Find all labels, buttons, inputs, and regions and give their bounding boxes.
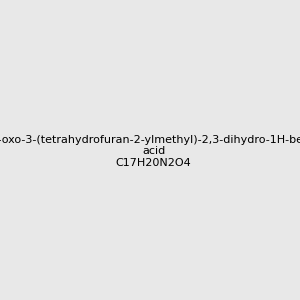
Text: 1-(cyclopropylmethyl)-2-oxo-3-(tetrahydrofuran-2-ylmethyl)-2,3-dihydro-1H-benzim: 1-(cyclopropylmethyl)-2-oxo-3-(tetrahydr… bbox=[0, 135, 300, 168]
